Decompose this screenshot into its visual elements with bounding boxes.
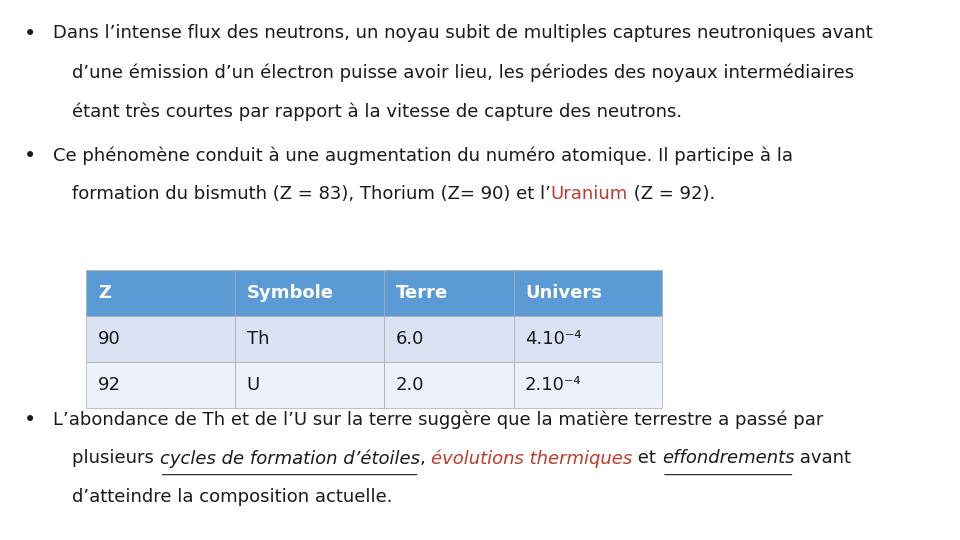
Text: formation du bismuth (Z = 83), Thorium (Z= 90) et l’: formation du bismuth (Z = 83), Thorium (…: [72, 185, 551, 203]
Text: (Z = 92).: (Z = 92).: [628, 185, 715, 203]
FancyBboxPatch shape: [384, 362, 514, 408]
FancyBboxPatch shape: [514, 270, 662, 316]
Text: cycles de formation d’étoiles: cycles de formation d’étoiles: [159, 449, 420, 468]
Text: Th: Th: [247, 330, 269, 348]
FancyBboxPatch shape: [86, 362, 235, 408]
Text: •: •: [24, 410, 36, 430]
Text: avant: avant: [795, 449, 852, 467]
Text: •: •: [24, 24, 36, 44]
Text: ,: ,: [420, 449, 431, 467]
Text: •: •: [24, 146, 36, 166]
Text: 4.10⁻⁴: 4.10⁻⁴: [525, 330, 582, 348]
Text: effondrements: effondrements: [662, 449, 795, 467]
Text: étant très courtes par rapport à la vitesse de capture des neutrons.: étant très courtes par rapport à la vite…: [72, 102, 683, 120]
Text: Ce phénomène conduit à une augmentation du numéro atomique. Il participe à la: Ce phénomène conduit à une augmentation …: [53, 146, 793, 165]
FancyBboxPatch shape: [384, 316, 514, 362]
FancyBboxPatch shape: [86, 316, 235, 362]
Text: plusieurs: plusieurs: [72, 449, 159, 467]
FancyBboxPatch shape: [514, 316, 662, 362]
Text: 2.10⁻⁴: 2.10⁻⁴: [525, 376, 582, 394]
FancyBboxPatch shape: [384, 270, 514, 316]
Text: 6.0: 6.0: [396, 330, 424, 348]
Text: Univers: Univers: [525, 284, 602, 302]
FancyBboxPatch shape: [235, 270, 384, 316]
Text: L’abondance de Th et de l’U sur la terre suggère que la matière terrestre a pass: L’abondance de Th et de l’U sur la terre…: [53, 410, 823, 429]
Text: Dans l’intense flux des neutrons, un noyau subit de multiples captures neutroniq: Dans l’intense flux des neutrons, un noy…: [53, 24, 873, 42]
Text: évolutions thermiques: évolutions thermiques: [431, 449, 633, 468]
Text: Symbole: Symbole: [247, 284, 334, 302]
Text: Z: Z: [98, 284, 110, 302]
Text: Uranium: Uranium: [551, 185, 628, 203]
FancyBboxPatch shape: [514, 362, 662, 408]
FancyBboxPatch shape: [86, 270, 235, 316]
Text: et: et: [633, 449, 662, 467]
FancyBboxPatch shape: [235, 362, 384, 408]
Text: 90: 90: [98, 330, 121, 348]
Text: d’atteindre la composition actuelle.: d’atteindre la composition actuelle.: [72, 488, 393, 506]
Text: Terre: Terre: [396, 284, 447, 302]
Text: 92: 92: [98, 376, 121, 394]
Text: U: U: [247, 376, 260, 394]
FancyBboxPatch shape: [235, 316, 384, 362]
Text: d’une émission d’un électron puisse avoir lieu, les périodes des noyaux interméd: d’une émission d’un électron puisse avoi…: [72, 63, 854, 82]
Text: 2.0: 2.0: [396, 376, 424, 394]
